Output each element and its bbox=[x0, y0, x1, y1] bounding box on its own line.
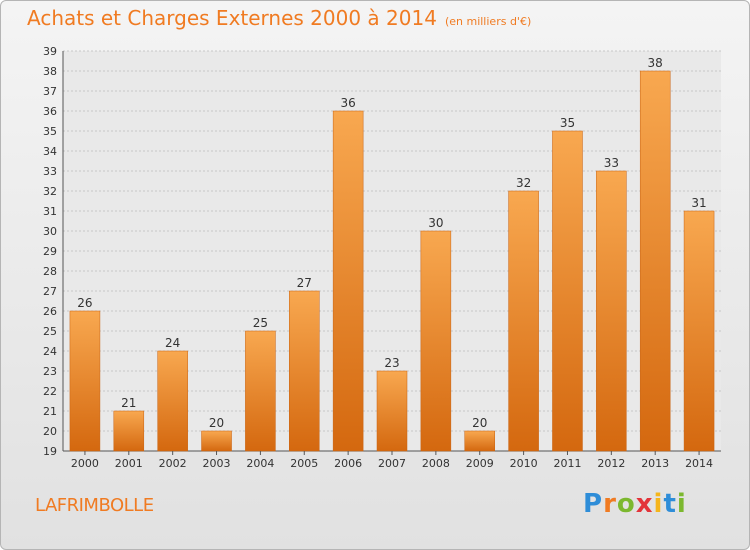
value-label: 24 bbox=[165, 336, 180, 350]
bar-2005 bbox=[289, 290, 320, 452]
y-tick-label: 34 bbox=[43, 145, 57, 158]
x-tick-label: 2001 bbox=[115, 457, 143, 470]
x-tick-label: 2004 bbox=[246, 457, 274, 470]
bar-2014 bbox=[683, 210, 715, 452]
y-tick-label: 36 bbox=[43, 105, 57, 118]
y-tick-label: 23 bbox=[43, 365, 57, 378]
y-tick-label: 27 bbox=[43, 285, 57, 298]
value-label: 21 bbox=[121, 396, 136, 410]
x-tick-label: 2010 bbox=[510, 457, 538, 470]
y-tick-label: 24 bbox=[43, 345, 57, 358]
y-tick-label: 26 bbox=[43, 305, 57, 318]
y-tick-label: 35 bbox=[43, 125, 57, 138]
value-label: 20 bbox=[472, 416, 487, 430]
logo-letter: x bbox=[635, 489, 654, 519]
x-tick-label: 2011 bbox=[553, 457, 581, 470]
y-tick-label: 20 bbox=[43, 425, 57, 438]
bar-2010 bbox=[508, 190, 539, 452]
bar-2009 bbox=[464, 430, 495, 452]
bar-2001 bbox=[113, 410, 145, 452]
logo-letter: i bbox=[676, 489, 687, 519]
bar-2003 bbox=[201, 430, 232, 452]
x-tick-label: 2002 bbox=[159, 457, 187, 470]
y-tick-label: 32 bbox=[43, 185, 57, 198]
value-label: 35 bbox=[560, 116, 575, 130]
y-tick-label: 31 bbox=[43, 205, 57, 218]
logo-letter: o bbox=[616, 489, 636, 519]
value-label: 31 bbox=[691, 196, 706, 210]
bar-2013 bbox=[639, 70, 671, 452]
value-label: 33 bbox=[604, 156, 619, 170]
commune-name: LAFRIMBOLLE bbox=[35, 495, 154, 516]
x-tick-label: 2013 bbox=[641, 457, 669, 470]
value-label: 27 bbox=[297, 276, 312, 290]
y-tick-label: 38 bbox=[43, 65, 57, 78]
x-tick-label: 2000 bbox=[71, 457, 99, 470]
y-tick-label: 33 bbox=[43, 165, 57, 178]
logo-letter: P bbox=[583, 489, 604, 519]
x-tick-label: 2012 bbox=[597, 457, 625, 470]
y-tick-label: 28 bbox=[43, 265, 57, 278]
bar-2007 bbox=[376, 370, 408, 452]
y-tick-label: 19 bbox=[43, 445, 57, 458]
chart-title: Achats et Charges Externes 2000 à 2014 (e… bbox=[27, 6, 531, 30]
value-label: 38 bbox=[648, 56, 663, 70]
value-label: 23 bbox=[384, 356, 399, 370]
bar-2004 bbox=[245, 330, 276, 452]
bar-2002 bbox=[157, 350, 188, 452]
x-tick-label: 2008 bbox=[422, 457, 450, 470]
value-label: 25 bbox=[253, 316, 268, 330]
x-tick-label: 2005 bbox=[290, 457, 318, 470]
bar-2008 bbox=[420, 230, 452, 452]
bar-2000 bbox=[69, 310, 101, 452]
y-tick-label: 25 bbox=[43, 325, 57, 338]
value-label: 20 bbox=[209, 416, 224, 430]
proxiti-logo: Proxiti bbox=[583, 489, 687, 519]
logo-letter: t bbox=[663, 489, 677, 519]
x-tick-label: 2007 bbox=[378, 457, 406, 470]
value-label: 30 bbox=[428, 216, 443, 230]
y-tick-label: 30 bbox=[43, 225, 57, 238]
y-tick-label: 37 bbox=[43, 85, 57, 98]
chart-unit-label: (en milliers d'€) bbox=[444, 15, 532, 28]
y-tick-label: 29 bbox=[43, 245, 57, 258]
y-tick-label: 21 bbox=[43, 405, 57, 418]
value-label: 32 bbox=[516, 176, 531, 190]
y-tick-label: 39 bbox=[43, 45, 57, 58]
bar-2011 bbox=[552, 130, 583, 452]
bar-2012 bbox=[596, 170, 627, 452]
logo-letter: i bbox=[653, 489, 664, 519]
x-tick-label: 2014 bbox=[685, 457, 713, 470]
x-tick-label: 2003 bbox=[203, 457, 231, 470]
value-label: 36 bbox=[340, 96, 355, 110]
y-tick-label: 22 bbox=[43, 385, 57, 398]
value-label: 26 bbox=[77, 296, 92, 310]
x-tick-label: 2006 bbox=[334, 457, 362, 470]
x-tick-label: 2009 bbox=[466, 457, 494, 470]
chart-title-text: Achats et Charges Externes 2000 à 2014 bbox=[27, 6, 437, 30]
logo-letter: r bbox=[603, 489, 617, 519]
bar-2006 bbox=[332, 110, 364, 452]
